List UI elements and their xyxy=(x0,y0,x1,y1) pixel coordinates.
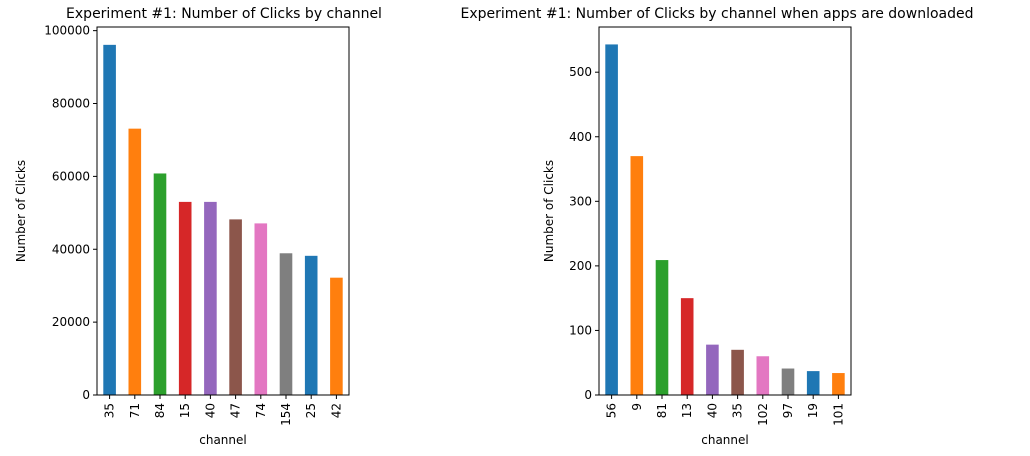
chart-left-ytick-label: 100000 xyxy=(44,24,90,38)
chart-right-bar-40 xyxy=(706,344,719,395)
chart-left-bar-15 xyxy=(178,201,192,395)
chart-right-bar-56 xyxy=(605,44,618,396)
chart-right-xtick-label: 40 xyxy=(705,403,719,418)
chart-left-bar-84 xyxy=(153,173,167,395)
chart-left-bar-42 xyxy=(330,277,343,395)
chart-left-ytick-label: 60000 xyxy=(52,169,90,183)
chart-right-xtick-label: 81 xyxy=(655,403,669,418)
chart-right-bar-19 xyxy=(806,371,820,395)
chart-right-bar-13 xyxy=(680,298,694,395)
chart-right-xtick-label: 35 xyxy=(731,403,745,418)
chart-left-bar-74 xyxy=(254,223,268,395)
chart-left: Experiment #1: Number of Clicks by chann… xyxy=(14,6,382,447)
chart-right-bars xyxy=(605,44,845,396)
chart-right-title: Experiment #1: Number of Clicks by chann… xyxy=(461,6,974,22)
chart-right-bar-81 xyxy=(655,260,669,395)
chart-right-ytick-label: 400 xyxy=(569,130,592,144)
chart-left-ytick-label: 20000 xyxy=(52,315,90,329)
chart-right-bar-35 xyxy=(731,349,744,395)
chart-left-xtick-label: 15 xyxy=(178,403,192,418)
chart-left-bar-25 xyxy=(304,255,318,395)
chart-left-ytick-label: 40000 xyxy=(52,242,90,256)
chart-right-bar-9 xyxy=(630,156,644,395)
chart-right-ytick-label: 500 xyxy=(569,65,592,79)
chart-right-xtick-label: 56 xyxy=(605,403,619,418)
chart-left-xtick-label: 42 xyxy=(329,403,343,418)
chart-right-ytick-label: 100 xyxy=(569,323,592,337)
chart-left-ytick-label: 0 xyxy=(82,388,90,402)
chart-left-xtick-label: 74 xyxy=(254,403,268,418)
chart-right-xlabel: channel xyxy=(701,433,748,447)
chart-right-bar-101 xyxy=(832,373,845,395)
chart-left-xtick-label: 84 xyxy=(153,403,167,418)
chart-left-xtick-label: 35 xyxy=(103,403,117,418)
chart-left-yticks: 0 20000 40000 60000 80000 100000 xyxy=(44,24,97,402)
chart-left-xtick-label: 154 xyxy=(279,403,293,426)
chart-right-ytick-label: 0 xyxy=(584,388,592,402)
chart-right-ytick-label: 300 xyxy=(569,194,592,208)
chart-left-bar-35 xyxy=(103,44,116,395)
chart-right-xtick-label: 9 xyxy=(630,403,644,411)
chart-left-bar-47 xyxy=(229,219,242,395)
chart-left-bar-154 xyxy=(279,253,293,395)
chart-right-bar-97 xyxy=(781,368,795,395)
chart-right-xtick-label: 13 xyxy=(680,403,694,418)
chart-left-xtick-label: 47 xyxy=(229,403,243,418)
chart-left-title: Experiment #1: Number of Clicks by chann… xyxy=(66,6,382,22)
chart-left-bar-40 xyxy=(204,201,217,395)
chart-right-frame xyxy=(598,26,852,396)
chart-right-ytick-label: 200 xyxy=(569,259,592,273)
chart-right-xticks: 56 9 81 13 40 35 102 97 19 101 xyxy=(605,395,845,426)
chart-left-xticks: 35 71 84 15 40 47 74 154 25 42 xyxy=(103,395,343,426)
chart-left-xtick-label: 40 xyxy=(203,403,217,418)
chart-right: Experiment #1: Number of Clicks by chann… xyxy=(461,6,974,447)
chart-right-xtick-label: 97 xyxy=(781,403,795,418)
chart-left-ylabel: Number of Clicks xyxy=(14,160,28,262)
chart-left-xlabel: channel xyxy=(199,433,246,447)
chart-left-xtick-label: 71 xyxy=(128,403,142,418)
chart-left-bars xyxy=(103,44,343,395)
chart-right-xtick-label: 102 xyxy=(756,403,770,426)
chart-right-ylabel: Number of Clicks xyxy=(542,160,556,262)
chart-right-xtick-label: 19 xyxy=(806,403,820,418)
chart-right-xtick-label: 101 xyxy=(831,403,845,426)
chart-left-ytick-label: 80000 xyxy=(52,97,90,111)
chart-left-frame xyxy=(96,26,350,396)
chart-right-bar-102 xyxy=(756,356,770,395)
chart-left-bar-71 xyxy=(128,128,142,395)
chart-right-yticks: 0 100 200 300 400 500 xyxy=(569,65,599,402)
chart-left-xtick-label: 25 xyxy=(304,403,318,418)
